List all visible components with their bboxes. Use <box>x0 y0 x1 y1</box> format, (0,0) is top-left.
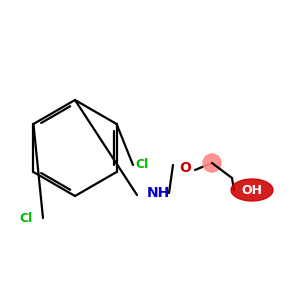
Text: O: O <box>179 161 191 175</box>
Text: OH: OH <box>242 184 262 196</box>
Text: Cl: Cl <box>135 158 148 172</box>
Text: NH: NH <box>147 186 170 200</box>
Circle shape <box>203 154 221 172</box>
Text: Cl: Cl <box>20 212 33 224</box>
Ellipse shape <box>231 179 273 201</box>
